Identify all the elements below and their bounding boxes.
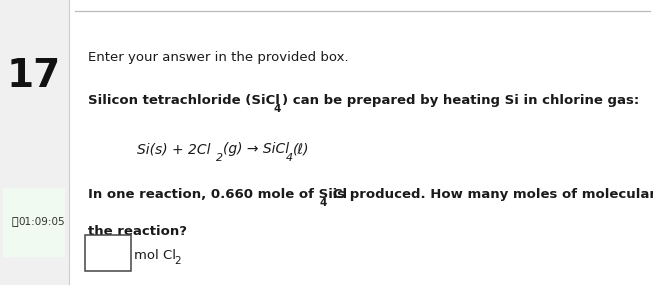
Text: 2: 2	[174, 256, 181, 266]
Text: Silicon tetrachloride (SiCl: Silicon tetrachloride (SiCl	[88, 94, 280, 107]
Text: Enter your answer in the provided box.: Enter your answer in the provided box.	[88, 51, 349, 64]
FancyBboxPatch shape	[0, 185, 71, 261]
Text: Si(s) + 2Cl: Si(s) + 2Cl	[137, 142, 211, 156]
Text: 4: 4	[320, 198, 327, 208]
Text: 4: 4	[286, 153, 293, 163]
Text: 2: 2	[215, 153, 223, 163]
Text: 4: 4	[274, 104, 281, 114]
Text: the reaction?: the reaction?	[88, 225, 187, 238]
Text: (ℓ): (ℓ)	[293, 142, 309, 156]
Text: ⏳: ⏳	[11, 217, 18, 227]
Text: In one reaction, 0.660 mole of SiCl: In one reaction, 0.660 mole of SiCl	[88, 188, 347, 201]
Text: is produced. How many moles of molecular chlorine were used in: is produced. How many moles of molecular…	[328, 188, 653, 201]
Text: mol Cl: mol Cl	[134, 249, 176, 262]
Text: 17: 17	[7, 57, 61, 95]
Text: 01:09:05: 01:09:05	[18, 217, 65, 227]
Text: (g) → SiCl: (g) → SiCl	[223, 142, 289, 156]
Text: ) can be prepared by heating Si in chlorine gas:: ) can be prepared by heating Si in chlor…	[282, 94, 639, 107]
